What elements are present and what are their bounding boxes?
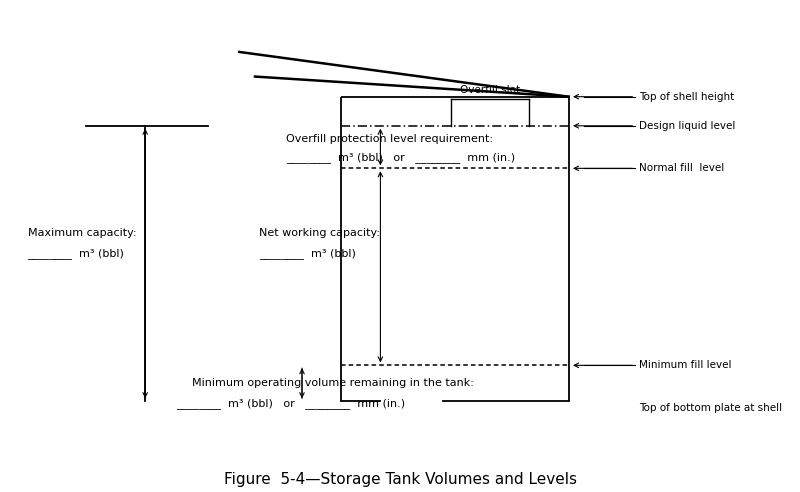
Text: ________  m³ (bbl): ________ m³ (bbl) xyxy=(27,248,125,259)
Text: Minimum fill level: Minimum fill level xyxy=(639,360,732,370)
Text: Overfill protection level requirement:: Overfill protection level requirement: xyxy=(286,134,494,144)
Text: Normal fill  level: Normal fill level xyxy=(639,163,724,173)
Text: Top of shell height: Top of shell height xyxy=(639,92,734,102)
Text: Top of bottom plate at shell: Top of bottom plate at shell xyxy=(639,403,782,413)
Text: ________  m³ (bbl)   or   ________  mm (in.): ________ m³ (bbl) or ________ mm (in.) xyxy=(177,398,406,409)
Text: ________  m³ (bbl)   or   ________  mm (in.): ________ m³ (bbl) or ________ mm (in.) xyxy=(286,152,515,162)
Text: Design liquid level: Design liquid level xyxy=(639,121,735,131)
Text: Net working capacity:: Net working capacity: xyxy=(259,228,380,238)
Text: Maximum capacity:: Maximum capacity: xyxy=(27,228,136,238)
Text: Figure  5-4—Storage Tank Volumes and Levels: Figure 5-4—Storage Tank Volumes and Leve… xyxy=(223,472,577,487)
Text: Minimum operating volume remaining in the tank:: Minimum operating volume remaining in th… xyxy=(192,378,474,388)
Text: ________  m³ (bbl): ________ m³ (bbl) xyxy=(259,248,356,259)
Text: Overfill slot: Overfill slot xyxy=(460,85,520,95)
